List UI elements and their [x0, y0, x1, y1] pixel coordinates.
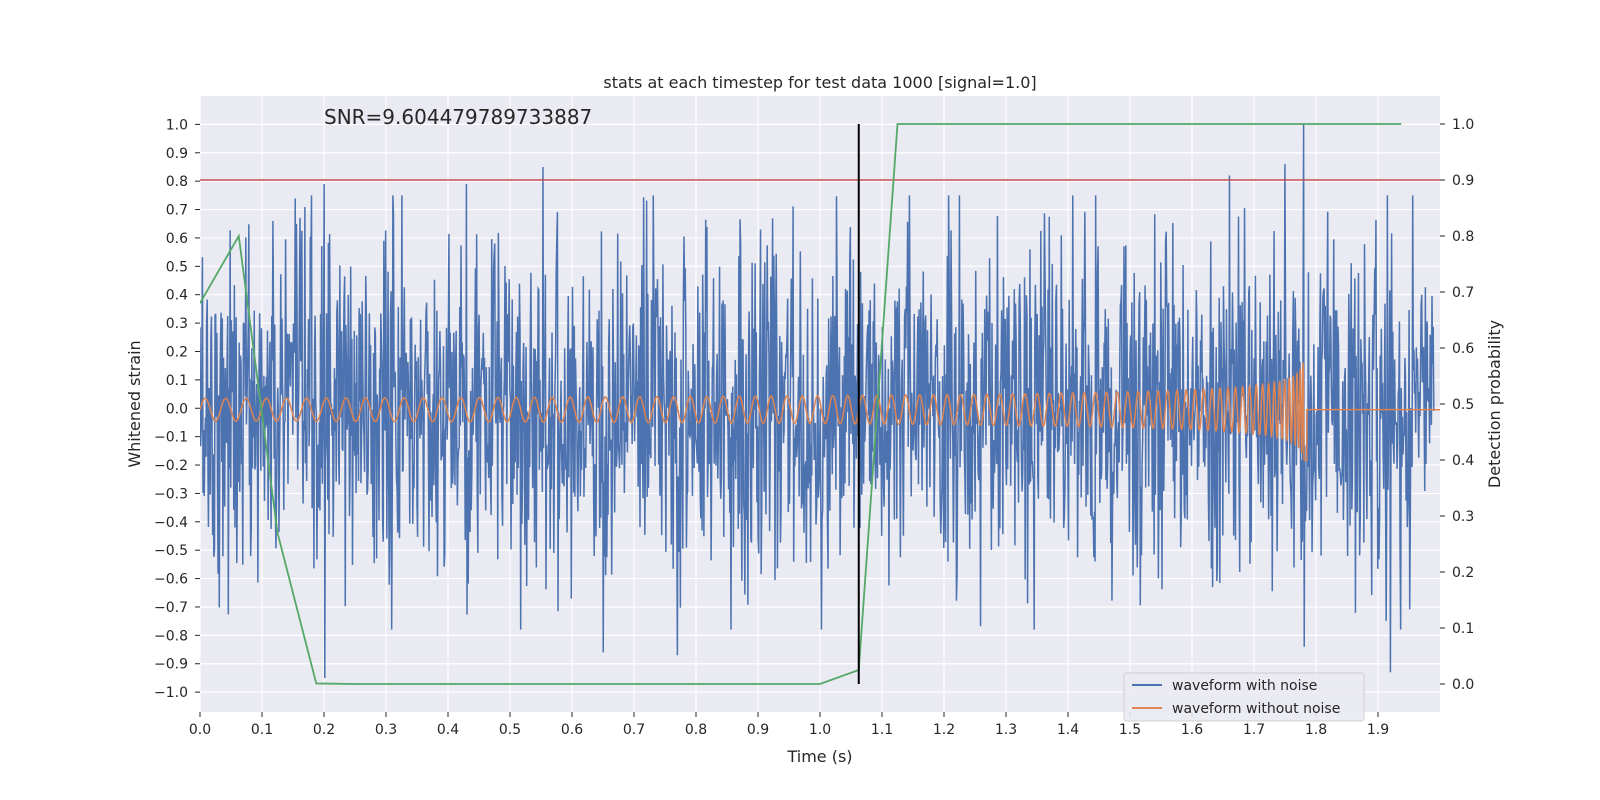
y-tick-label: −0.2 [154, 458, 188, 474]
y-tick-label: −1.0 [154, 685, 188, 701]
x-tick-label: 0.6 [561, 722, 583, 738]
series-line-waveform-without-noise [200, 362, 1440, 462]
y-axis-label: Whitened strain [125, 340, 144, 467]
x-tick-label: 1.7 [1243, 722, 1265, 738]
x-tick-label: 1.9 [1367, 722, 1389, 738]
y2-tick-label: 1.0 [1452, 117, 1474, 133]
y-tick-label: −0.1 [154, 430, 188, 446]
y-tick-label: 0.6 [166, 231, 188, 247]
y2-axis-ticks: 0.0 0.1 0.2 0.3 0.4 0.5 0.6 0.7 0.8 0.9 1.0 [1440, 117, 1474, 693]
legend-box [1123, 672, 1365, 722]
y-tick-label: −0.6 [154, 572, 188, 588]
y2-axis-label: Detection probability [1485, 320, 1504, 488]
x-tick-label: 1.2 [933, 722, 955, 738]
x-axis-ticks: 0.0 0.1 0.2 0.3 0.4 0.5 0.6 0.7 0.8 0.9 1.0 1.1 1.2 1… [189, 712, 1389, 738]
legend-label-waveform-without-noise: waveform without noise [1172, 701, 1340, 717]
y-tick-label: 0.5 [166, 259, 188, 275]
y-tick-label: 0.0 [166, 401, 188, 417]
series-line-waveform-with-noise [200, 124, 1435, 678]
y-tick-label: −0.8 [154, 628, 188, 644]
y2-tick-label: 0.3 [1452, 509, 1474, 525]
series-line-detection-probability [200, 123, 1402, 685]
x-tick-label: 0.5 [499, 722, 521, 738]
y-tick-label: −0.5 [154, 543, 188, 559]
y2-tick-label: 0.7 [1452, 285, 1474, 301]
y-tick-label: −0.4 [154, 515, 188, 531]
y-axis-ticks: −1.0 −0.9 −0.8 −0.7 −0.6 −0.5 −0.4 −0.3 −0.2 −0.1… [154, 117, 200, 701]
chart-title: stats at each timestep for test data 100… [603, 73, 1036, 92]
y-tick-label: 0.8 [166, 174, 188, 190]
y-tick-label: −0.9 [154, 657, 188, 673]
x-tick-label: 0.7 [623, 722, 645, 738]
y-tick-label: 1.0 [166, 117, 188, 133]
x-tick-label: 0.2 [313, 722, 335, 738]
y-tick-label: −0.7 [154, 600, 188, 616]
y-tick-label: 0.4 [166, 288, 188, 304]
y2-tick-label: 0.1 [1452, 621, 1474, 637]
legend: waveform with noise waveform without noi… [1123, 672, 1365, 722]
legend-label-waveform-with-noise: waveform with noise [1172, 678, 1317, 694]
x-tick-label: 1.4 [1057, 722, 1079, 738]
y-tick-label: 0.3 [166, 316, 188, 332]
y2-tick-label: 0.9 [1452, 173, 1474, 189]
y-tick-label: −0.3 [154, 486, 188, 502]
y2-tick-label: 0.0 [1452, 677, 1474, 693]
x-tick-label: 1.3 [995, 722, 1017, 738]
y2-tick-label: 0.6 [1452, 341, 1474, 357]
x-axis-label: Time (s) [786, 747, 852, 766]
y2-tick-label: 0.4 [1452, 453, 1474, 469]
x-tick-label: 0.9 [747, 722, 769, 738]
x-tick-label: 0.1 [251, 722, 273, 738]
y-tick-label: 0.9 [166, 146, 188, 162]
snr-annotation: SNR=9.604479789733887 [324, 105, 592, 129]
x-tick-label: 1.0 [809, 722, 831, 738]
x-tick-label: 0.0 [189, 722, 211, 738]
x-tick-label: 0.3 [375, 722, 397, 738]
x-tick-label: 0.8 [685, 722, 707, 738]
x-tick-label: 1.5 [1119, 722, 1141, 738]
y2-tick-label: 0.5 [1452, 397, 1474, 413]
x-tick-label: 1.6 [1181, 722, 1203, 738]
y-tick-label: 0.1 [166, 373, 188, 389]
y2-tick-label: 0.8 [1452, 229, 1474, 245]
y-tick-label: 0.7 [166, 203, 188, 219]
y2-tick-label: 0.2 [1452, 565, 1474, 581]
x-tick-label: 1.8 [1305, 722, 1327, 738]
x-tick-label: 1.1 [871, 722, 893, 738]
y-tick-label: 0.2 [166, 344, 188, 360]
x-tick-label: 0.4 [437, 722, 459, 738]
